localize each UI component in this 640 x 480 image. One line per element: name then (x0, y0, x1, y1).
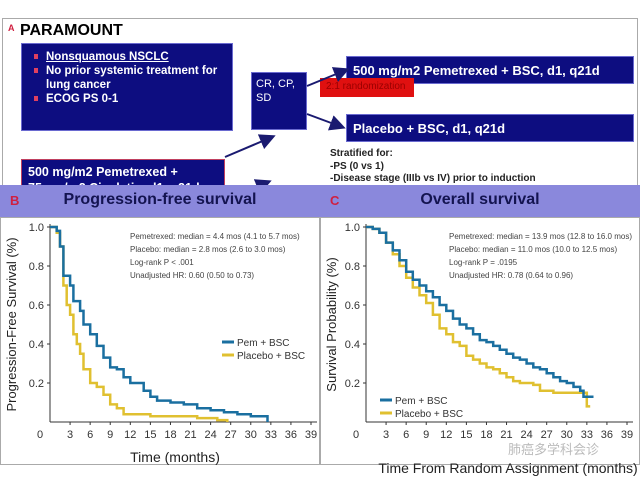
annotation: Log-rank P = .0195 (449, 258, 518, 267)
x-tick-label: 6 (403, 429, 409, 441)
x-tick-label: 27 (541, 429, 553, 441)
series-line-placebo (366, 225, 591, 408)
annotation: Pemetrexed: median = 4.4 mos (4.1 to 5.7… (130, 232, 300, 241)
eligibility-box: Nonsquamous NSCLC No prior systemic trea… (21, 43, 233, 131)
x-tick-label: 21 (184, 429, 196, 441)
annotation: Pemetrexed: median = 13.9 mos (12.8 to 1… (449, 232, 632, 241)
annotation: Placebo: median = 11.0 mos (10.0 to 12.5… (449, 245, 618, 254)
series-line-pem (366, 225, 594, 398)
legend-label: Placebo + BSC (237, 351, 305, 362)
arrow (224, 134, 276, 158)
pfs-header: B Progression-free survival (0, 185, 320, 217)
diagram-title: PARAMOUNT (20, 22, 123, 39)
x-tick-label: 33 (581, 429, 593, 441)
y-tick-label: 0.4 (29, 339, 44, 351)
x-tick-label: 21 (500, 429, 512, 441)
flow-arrows (224, 67, 350, 190)
panel-label-a: A (8, 23, 15, 33)
criterion: No prior systemic treatment for lung can… (30, 64, 224, 92)
legend-label: Placebo + BSC (395, 409, 463, 420)
annotation: Unadjusted HR: 0.78 (0.64 to 0.96) (449, 271, 573, 280)
series-line-pem (50, 225, 269, 422)
x-tick-label: 3 (67, 429, 73, 441)
x-tick-label: 18 (480, 429, 492, 441)
x-tick-label: 33 (265, 429, 277, 441)
randomization-badge: 2:1 randomization (320, 78, 414, 97)
x-tick-label: 0 (37, 429, 43, 441)
y-tick-label: 0.8 (345, 261, 360, 273)
strat-line: -PS (0 vs 1) (330, 160, 384, 172)
strat-line: Stratified for: (330, 148, 393, 159)
x-axis-label: Time (months) (130, 449, 220, 465)
legend-label: Pem + BSC (395, 396, 448, 407)
x-tick-label: 24 (204, 429, 216, 441)
response-line: SD (256, 92, 272, 104)
pfs-panel (0, 217, 320, 465)
os-chart: 0 3 6 9 12 15 18 21 24 27 30 33 36 390.20.40.60.81.0T… (324, 222, 638, 476)
y-tick-label: 0.2 (29, 378, 44, 390)
criterion: Nonsquamous NSCLC (30, 50, 224, 64)
series-line-placebo (50, 225, 229, 422)
x-tick-label: 36 (285, 429, 297, 441)
legend-label: Pem + BSC (237, 338, 290, 349)
x-tick-label: 39 (305, 429, 317, 441)
pfs-chart: 0 3 6 9 12 15 18 21 24 27 30 33 36 390.20.40.60.81.0T… (4, 222, 317, 465)
x-tick-label: 15 (144, 429, 156, 441)
induction-line: 500 mg/m2 Pemetrexed + (28, 165, 178, 179)
watermark: 肺癌多学科会诊 (508, 442, 600, 457)
arrow (306, 113, 346, 131)
arrow (306, 67, 350, 87)
x-tick-label: 0 (353, 429, 359, 441)
x-tick-label: 24 (520, 429, 532, 441)
x-tick-label: 6 (87, 429, 93, 441)
stratification-note: Stratified for: -PS (0 vs 1) -Disease st… (330, 148, 536, 186)
panel-label-c: C (330, 193, 340, 208)
x-tick-label: 9 (423, 429, 429, 441)
x-tick-label: 12 (440, 429, 452, 441)
y-tick-label: 0.6 (29, 300, 44, 312)
y-axis-label: Survival Probability (%) (324, 257, 339, 391)
panel-label-b: B (10, 193, 20, 208)
y-tick-label: 1.0 (29, 222, 44, 234)
x-tick-label: 39 (621, 429, 633, 441)
y-tick-label: 0.2 (345, 378, 360, 390)
y-tick-label: 0.6 (345, 300, 360, 312)
criterion: ECOG PS 0-1 (30, 92, 224, 106)
response-box: CR, CP, SD (251, 72, 307, 130)
x-tick-label: 12 (124, 429, 136, 441)
y-axis-label: Progression-Free Survival (%) (4, 237, 19, 411)
arm-placebo-box: Placebo + BSC, d1, q21d (346, 114, 634, 142)
x-tick-label: 9 (107, 429, 113, 441)
chart-title: Overall survival (420, 191, 540, 208)
annotation: Unadjusted HR: 0.60 (0.50 to 0.73) (130, 271, 254, 280)
x-tick-label: 18 (164, 429, 176, 441)
x-tick-label: 15 (460, 429, 472, 441)
x-tick-label: 3 (383, 429, 389, 441)
x-tick-label: 30 (245, 429, 257, 441)
annotation: Log-rank P < .001 (130, 258, 194, 267)
os-header: C Overall survival (320, 185, 640, 217)
x-tick-label: 36 (601, 429, 613, 441)
y-tick-label: 1.0 (345, 222, 360, 234)
x-tick-label: 27 (225, 429, 237, 441)
response-line: CR, CP, (256, 78, 295, 90)
y-tick-label: 0.8 (29, 261, 44, 273)
x-axis-label: Time From Random Assignment (months) (378, 460, 637, 476)
x-tick-label: 30 (561, 429, 573, 441)
chart-title: Progression-free survival (63, 191, 257, 208)
strat-line: -Disease stage (IIIb vs IV) prior to ind… (330, 173, 536, 184)
annotation: Placebo: median = 2.8 mos (2.6 to 3.0 mo… (130, 245, 286, 254)
y-tick-label: 0.4 (345, 339, 360, 351)
